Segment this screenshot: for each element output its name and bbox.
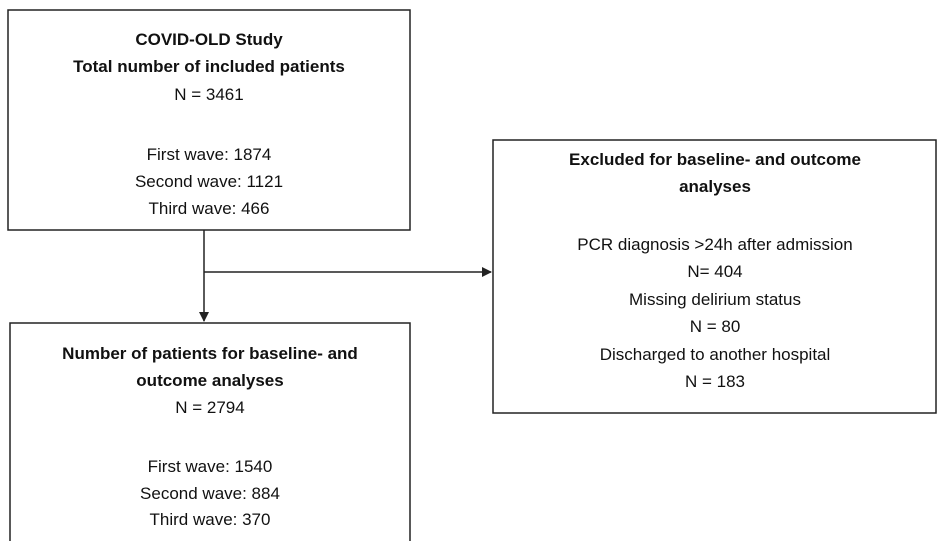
node-line: PCR diagnosis >24h after admission (577, 235, 852, 254)
node-title: analyses (679, 177, 751, 196)
node-line: Second wave: 884 (140, 484, 280, 503)
node-line: Second wave: 1121 (135, 172, 283, 191)
node-title: Total number of included patients (73, 57, 345, 76)
node-title: Number of patients for baseline- and (62, 344, 358, 363)
box-included (7, 9, 411, 231)
node-line: N = 183 (685, 372, 745, 391)
box-excluded (492, 139, 937, 414)
node-line: Third wave: 466 (149, 199, 270, 218)
box-analysed (9, 322, 411, 541)
node-line: Third wave: 370 (150, 510, 271, 529)
node-title: Excluded for baseline- and outcome (569, 150, 861, 169)
node-line: Missing delirium status (629, 290, 801, 309)
node-title: COVID-OLD Study (135, 30, 283, 49)
node-line: First wave: 1540 (148, 457, 273, 476)
node-line: N= 404 (687, 262, 742, 281)
node-line: Discharged to another hospital (600, 345, 831, 364)
node-line: N = 3461 (174, 85, 243, 104)
node-line: First wave: 1874 (147, 145, 272, 164)
node-line: N = 2794 (175, 398, 244, 417)
node-line: N = 80 (690, 317, 741, 336)
node-title: outcome analyses (136, 371, 283, 390)
